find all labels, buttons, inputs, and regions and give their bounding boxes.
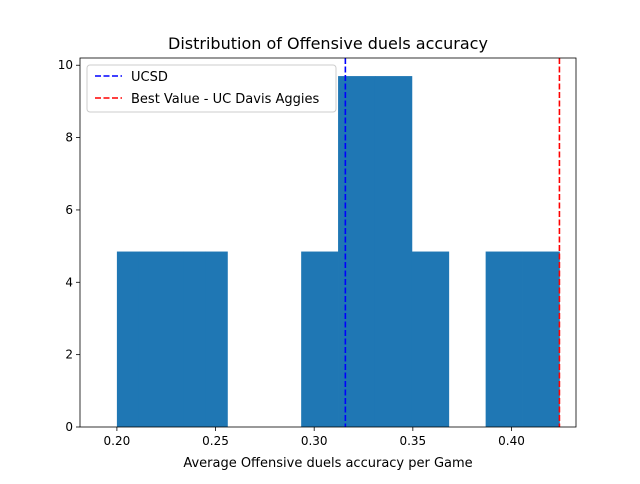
x-tick-label: 0.35 — [399, 434, 426, 448]
histogram-bar — [485, 251, 523, 427]
histogram-bar — [301, 251, 339, 427]
y-tick-label: 2 — [65, 348, 73, 362]
x-tick-label: 0.40 — [498, 434, 525, 448]
plot-frame — [79, 57, 577, 428]
legend-entry-label: UCSD — [131, 70, 168, 85]
y-tick-label: 0 — [65, 420, 73, 434]
y-tick-label: 6 — [65, 203, 73, 217]
histogram-bar — [161, 251, 184, 427]
histogram-bar — [338, 76, 376, 428]
legend-box — [86, 64, 337, 113]
histogram-bar — [183, 251, 206, 427]
histogram-bar — [138, 251, 162, 427]
histogram-bar — [522, 251, 560, 427]
x-axis-label: Average Offensive duels accuracy per Gam… — [183, 456, 472, 471]
histogram-bar — [116, 251, 140, 427]
y-tick-label: 10 — [58, 58, 73, 72]
reference-lines-group — [344, 58, 561, 427]
x-tick-label: 0.20 — [104, 434, 131, 448]
bars-group — [116, 76, 560, 428]
legend-entry-label: Best Value - UC Davis Aggies — [131, 92, 319, 107]
histogram-bar — [411, 251, 450, 427]
y-tick-label: 8 — [65, 131, 73, 145]
y-tick-label: 4 — [65, 275, 73, 289]
legend: UCSD Best Value - UC Davis Aggies — [86, 64, 337, 113]
x-tick-label: 0.30 — [301, 434, 328, 448]
chart-title: Distribution of Offensive duels accuracy — [168, 34, 488, 53]
axes-group: 0.20 0.25 0.30 0.35 0.40 0 2 4 6 8 10 — [58, 57, 577, 448]
histogram-bar — [374, 76, 413, 428]
x-tick-label: 0.25 — [202, 434, 229, 448]
histogram-bar — [205, 251, 228, 427]
